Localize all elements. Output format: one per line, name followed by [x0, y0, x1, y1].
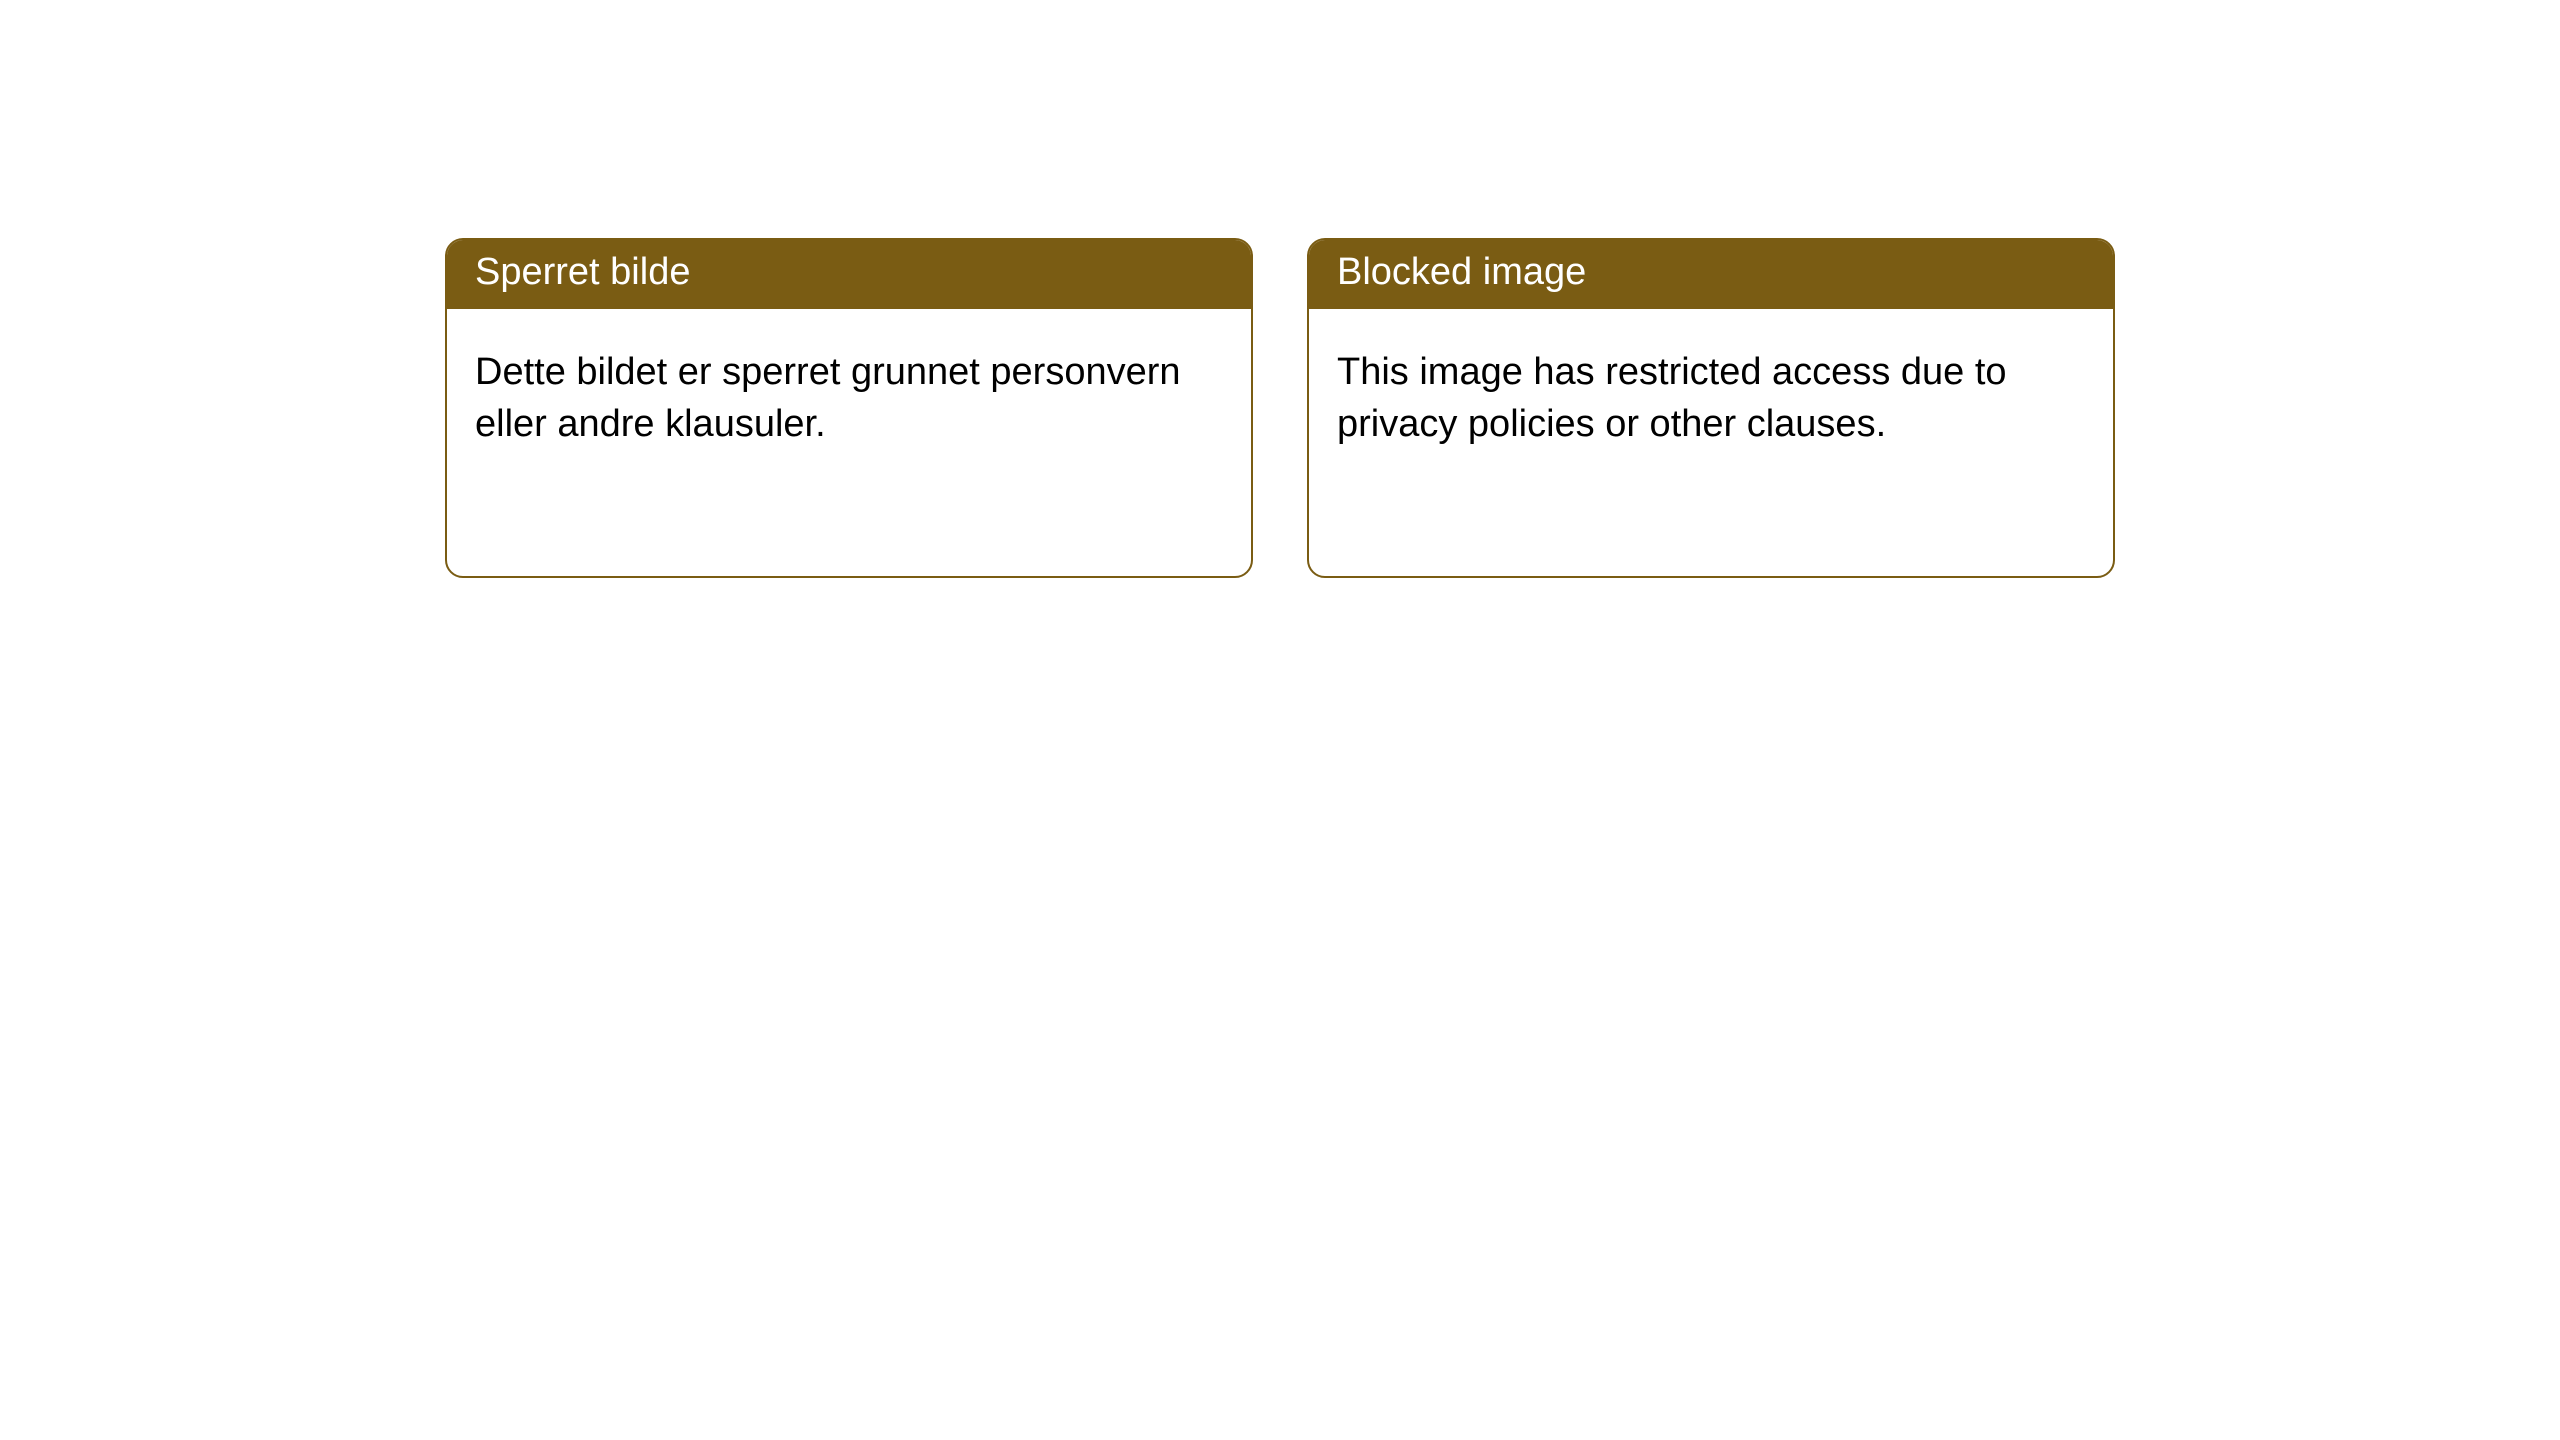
notice-title-english: Blocked image — [1309, 240, 2113, 309]
notice-card-norwegian: Sperret bilde Dette bildet er sperret gr… — [445, 238, 1253, 578]
notice-body-norwegian: Dette bildet er sperret grunnet personve… — [447, 309, 1251, 488]
notice-body-english: This image has restricted access due to … — [1309, 309, 2113, 488]
notice-card-english: Blocked image This image has restricted … — [1307, 238, 2115, 578]
notice-container: Sperret bilde Dette bildet er sperret gr… — [0, 0, 2560, 578]
notice-title-norwegian: Sperret bilde — [447, 240, 1251, 309]
